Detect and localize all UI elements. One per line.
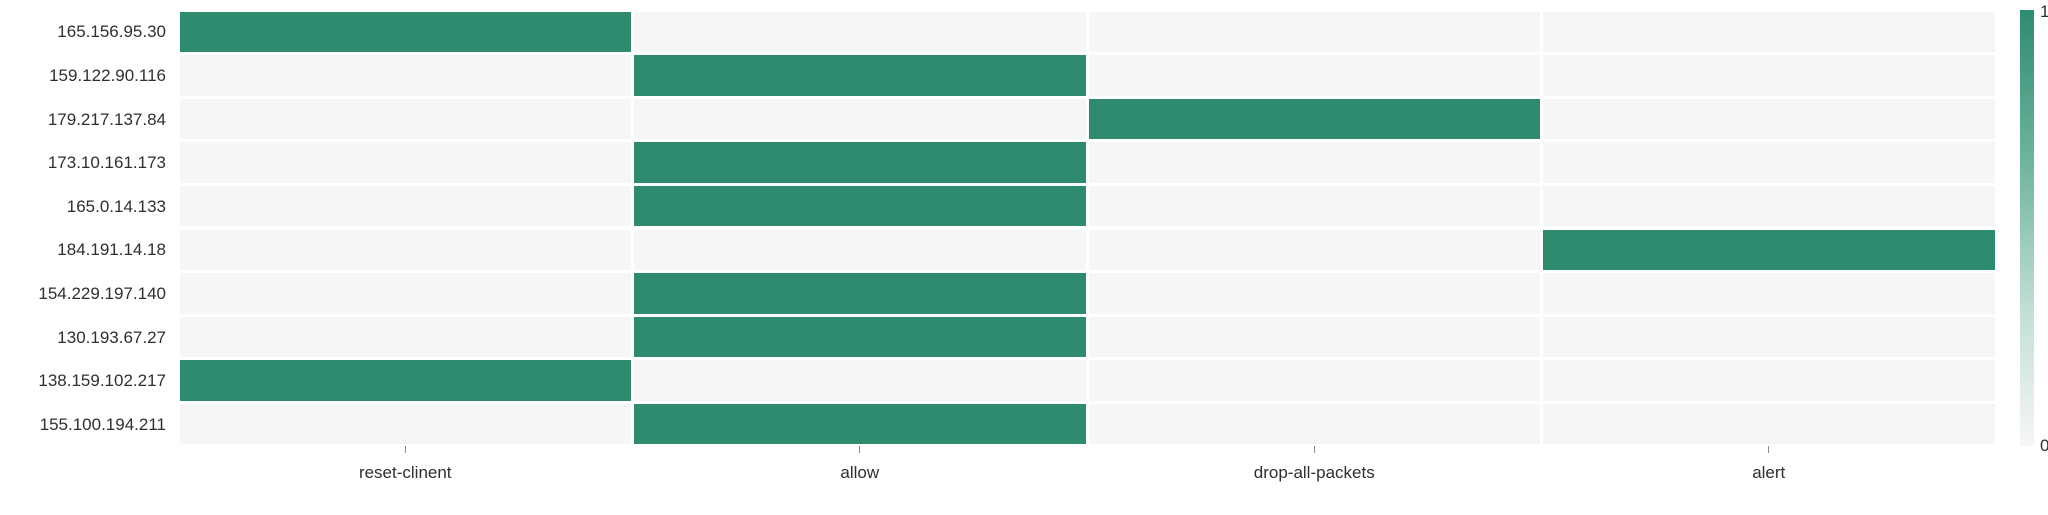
heatmap-cell	[1089, 360, 1541, 401]
y-axis-label: 173.10.161.173	[48, 153, 166, 173]
y-axis-label: 130.193.67.27	[57, 328, 166, 348]
heatmap-cell	[1543, 404, 1995, 445]
heatmap-cell	[1089, 12, 1541, 53]
heatmap-cell	[634, 186, 1086, 227]
x-tick	[405, 446, 406, 453]
heatmap-cell	[1543, 12, 1995, 53]
heatmap-cell	[1089, 317, 1541, 358]
heatmap-cell	[180, 55, 632, 96]
heatmap-cell	[1089, 55, 1541, 96]
y-axis-label: 138.159.102.217	[38, 371, 166, 391]
heatmap-cell	[180, 360, 632, 401]
heatmap-cell	[1543, 360, 1995, 401]
heatmap-cell	[180, 273, 632, 314]
heatmap-cell	[1089, 99, 1541, 140]
heatmap-grid	[178, 10, 1996, 446]
x-axis-label: allow	[710, 463, 1010, 483]
heatmap-cell	[1089, 404, 1541, 445]
colorbar-min-label: 0	[2040, 436, 2048, 456]
heatmap-cell	[180, 99, 632, 140]
y-axis-label: 179.217.137.84	[48, 110, 166, 130]
heatmap-cell	[180, 230, 632, 271]
y-axis-label: 184.191.14.18	[57, 240, 166, 260]
heatmap-cell	[1543, 317, 1995, 358]
y-axis-label: 165.0.14.133	[67, 197, 166, 217]
heatmap-cell	[634, 12, 1086, 53]
heatmap-cell	[1089, 273, 1541, 314]
heatmap-cell	[1089, 230, 1541, 271]
heatmap-figure: 165.156.95.30 159.122.90.116 179.217.137.8…	[0, 0, 2048, 515]
heatmap-cell	[1543, 230, 1995, 271]
heatmap-cell	[180, 142, 632, 183]
heatmap-cell	[634, 142, 1086, 183]
x-axis-label: reset-clinent	[255, 463, 555, 483]
y-axis-label: 159.122.90.116	[49, 66, 166, 86]
heatmap-cell	[1543, 273, 1995, 314]
heatmap-cell	[180, 12, 632, 53]
y-axis-label: 165.156.95.30	[57, 22, 166, 42]
heatmap-cell	[1543, 99, 1995, 140]
heatmap-cell	[180, 317, 632, 358]
x-tick	[859, 446, 860, 453]
x-axis-label: drop-all-packets	[1164, 463, 1464, 483]
heatmap-cell	[1089, 186, 1541, 227]
heatmap-cell	[1543, 186, 1995, 227]
x-axis-label: alert	[1619, 463, 1919, 483]
x-tick	[1314, 446, 1315, 453]
heatmap-cell	[634, 99, 1086, 140]
y-axis-label: 155.100.194.211	[40, 415, 166, 435]
colorbar	[2020, 10, 2034, 446]
heatmap-cell	[1089, 142, 1541, 183]
heatmap-cell	[1543, 55, 1995, 96]
x-tick	[1768, 446, 1769, 453]
y-axis-label: 154.229.197.140	[38, 284, 166, 304]
colorbar-max-label: 1	[2040, 2, 2048, 22]
heatmap-cell	[634, 55, 1086, 96]
heatmap-cell	[634, 230, 1086, 271]
heatmap-cell	[180, 186, 632, 227]
heatmap-cell	[634, 317, 1086, 358]
heatmap-cell	[180, 404, 632, 445]
heatmap-cell	[1543, 142, 1995, 183]
heatmap-cell	[634, 404, 1086, 445]
heatmap-cell	[634, 360, 1086, 401]
heatmap-cell	[634, 273, 1086, 314]
